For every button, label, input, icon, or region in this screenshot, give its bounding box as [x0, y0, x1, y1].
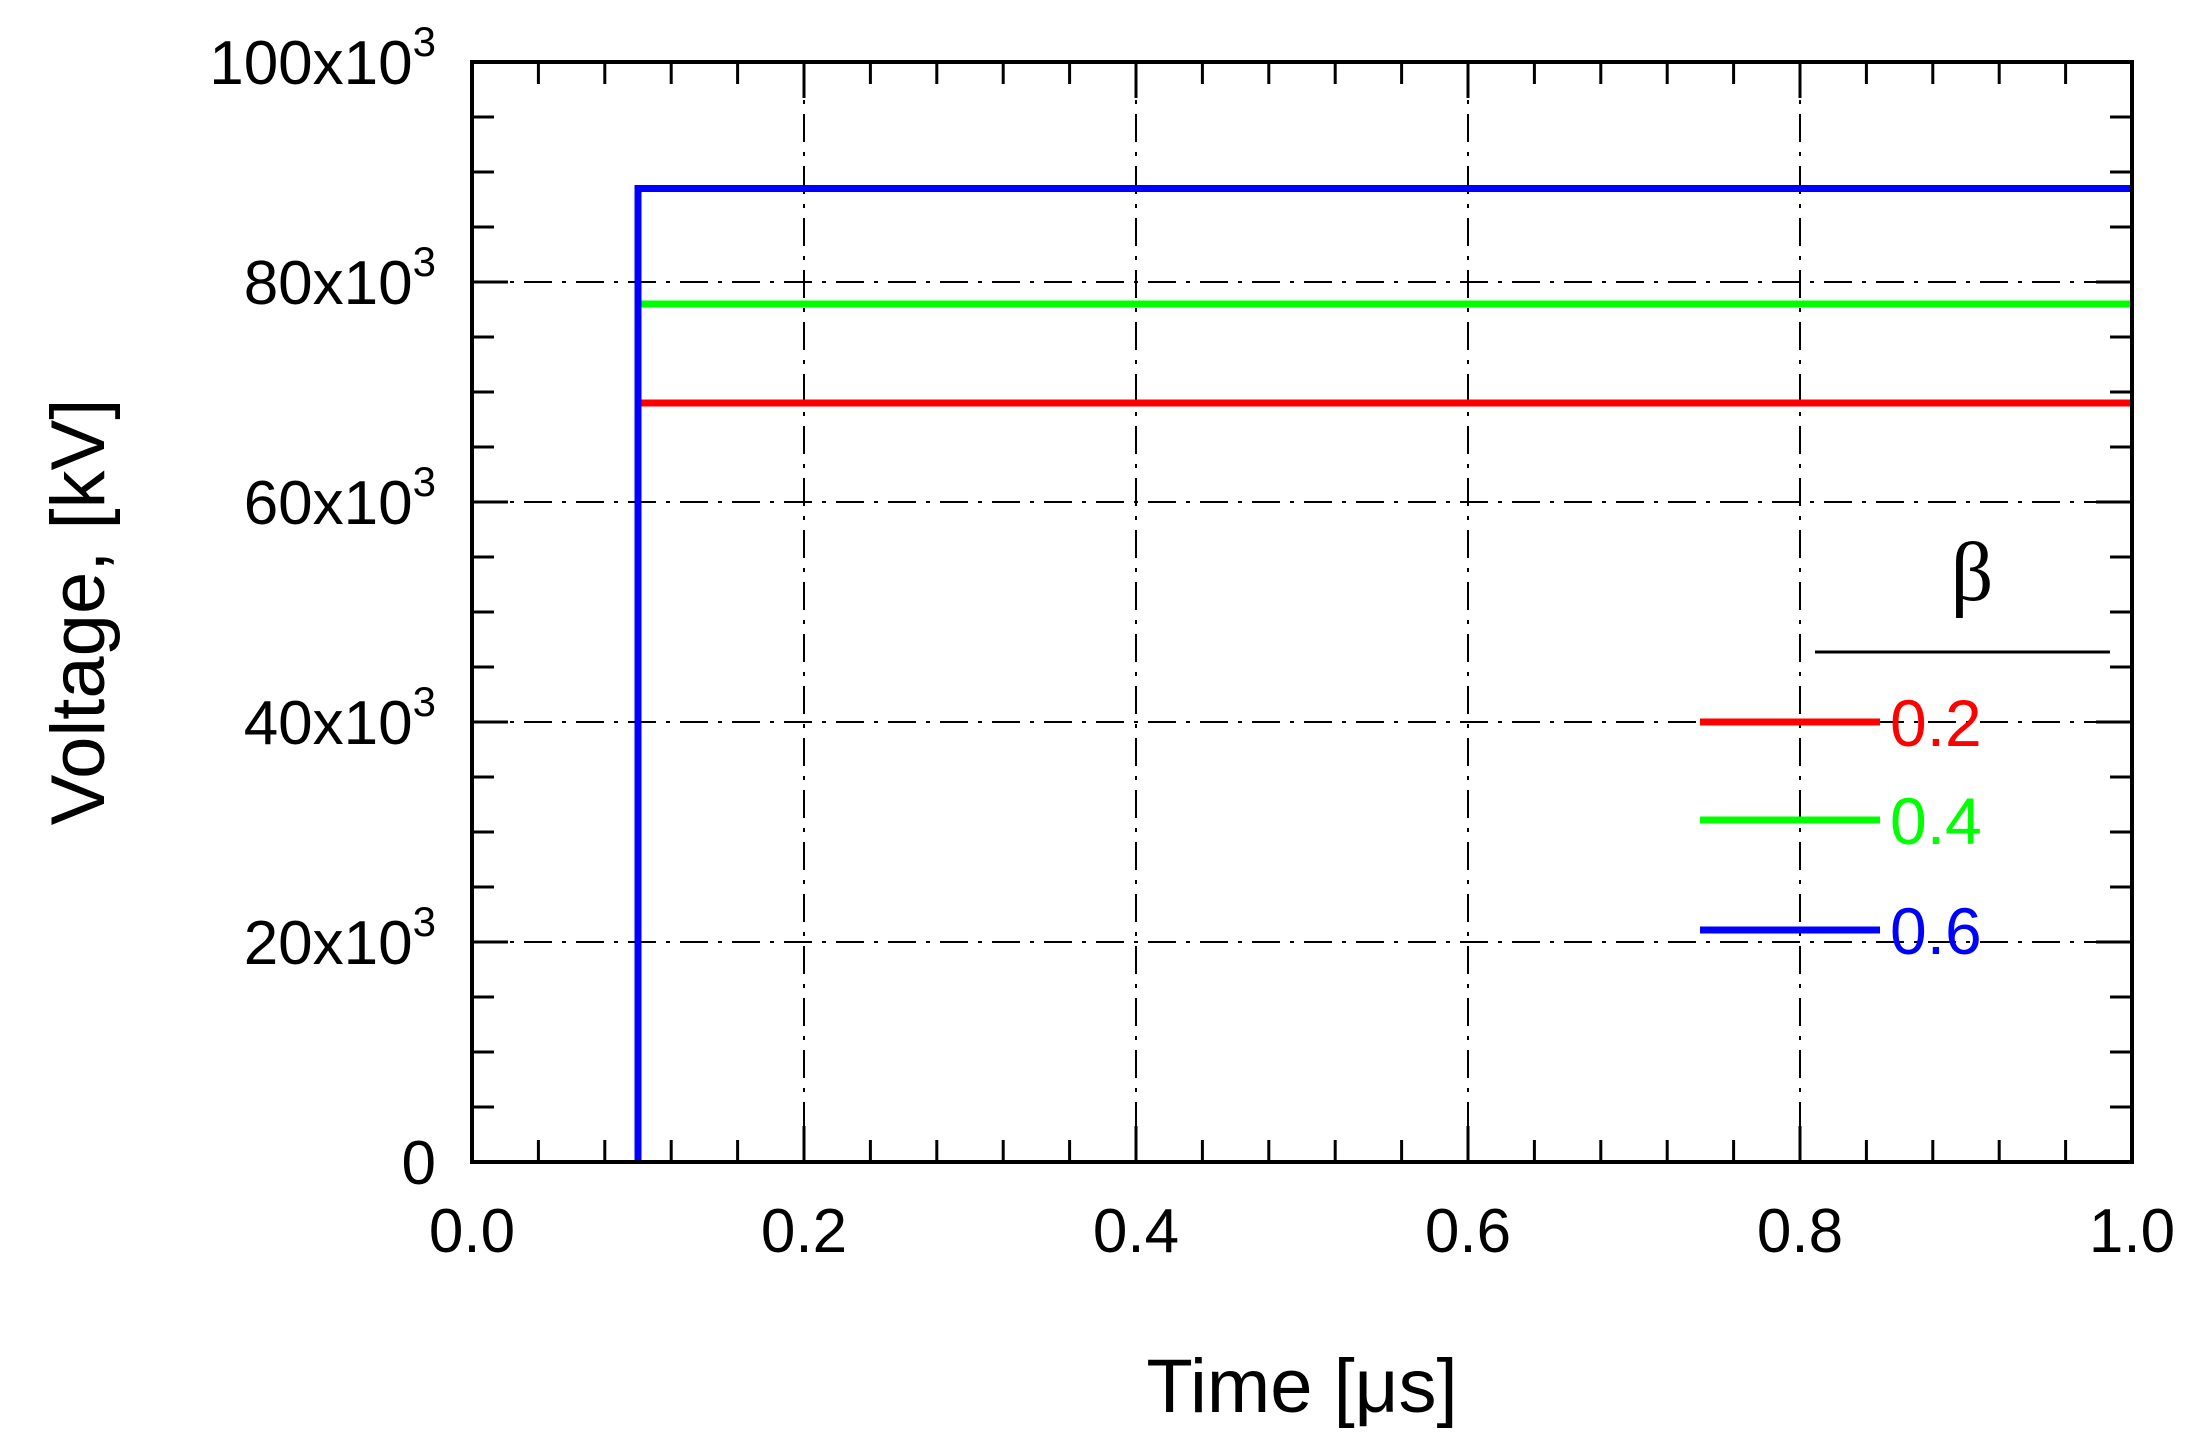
series-line-0.6 — [634, 185, 2132, 1162]
y-tick-label: 60x103 — [244, 458, 436, 538]
plot-frame — [470, 60, 2134, 1164]
y-tick-label: 0 — [402, 1129, 436, 1198]
y-tick-labels: 0 20x103 40x103 60x103 80x103 100x103 — [209, 18, 436, 1198]
x-tick-label: 0.6 — [1425, 1197, 1511, 1266]
minor-ticks — [472, 62, 2132, 1162]
legend-label-0.6: 0.6 — [1890, 894, 1982, 968]
x-tick-label: 0.0 — [429, 1197, 515, 1266]
x-tick-labels: 0.0 0.2 0.4 0.6 0.8 1.0 — [429, 1197, 2175, 1266]
y-axis-title: Voltage, [kV] — [36, 399, 121, 826]
grid-lines — [472, 62, 2132, 1162]
x-tick-label: 0.2 — [761, 1197, 847, 1266]
y-tick-label: 100x103 — [209, 18, 436, 98]
legend-label-0.4: 0.4 — [1890, 784, 1982, 858]
x-tick-label: 0.4 — [1093, 1197, 1179, 1266]
x-axis-title: Time [μs] — [1146, 1344, 1457, 1429]
series-lines — [634, 185, 2132, 1162]
x-tick-label: 1.0 — [2089, 1197, 2175, 1266]
x-tick-label: 0.8 — [1757, 1197, 1843, 1266]
legend-label-0.2: 0.2 — [1890, 686, 1982, 760]
y-tick-label: 80x103 — [244, 238, 436, 318]
y-tick-label: 20x103 — [244, 898, 436, 978]
y-tick-label: 40x103 — [244, 678, 436, 758]
legend: β 0.2 0.4 0.6 — [1700, 526, 2110, 968]
series-line-0.2 — [634, 399, 2132, 1162]
legend-title: β — [1951, 526, 1994, 619]
